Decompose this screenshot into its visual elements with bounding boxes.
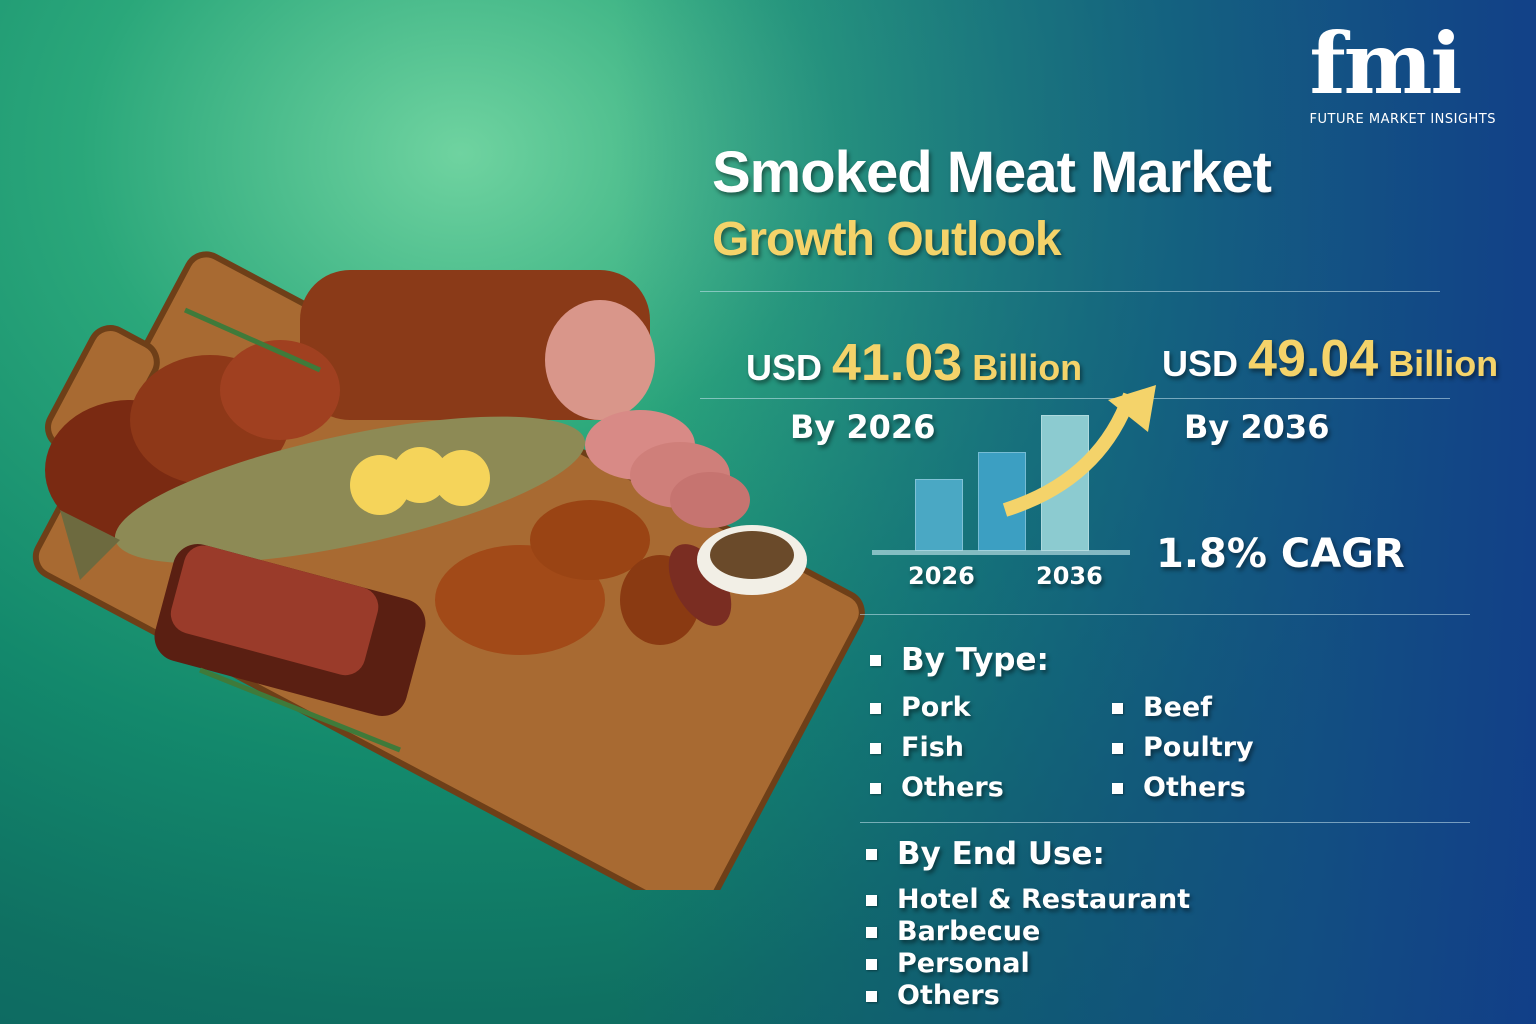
list-item: Poultry bbox=[1112, 728, 1254, 768]
logo-tagline: FUTURE MARKET INSIGHTS bbox=[1309, 112, 1496, 127]
list-item: Others bbox=[1112, 768, 1254, 808]
divider bbox=[700, 291, 1440, 292]
chart-x-label: 2026 bbox=[908, 562, 975, 590]
mini-chart-bar bbox=[915, 479, 963, 551]
by-type-col2: Beef Poultry Others bbox=[1112, 688, 1254, 808]
cagr-value: 1.8% CAGR bbox=[1156, 531, 1405, 577]
list-item: Pork bbox=[870, 688, 1004, 728]
by-type-col1: Pork Fish Others bbox=[870, 688, 1004, 808]
chart-x-label: 2036 bbox=[1036, 562, 1103, 590]
smoked-fish bbox=[60, 416, 586, 580]
list-item: Others bbox=[866, 980, 1190, 1012]
divider bbox=[860, 614, 1470, 615]
by-end-use-heading: By End Use: bbox=[866, 834, 1105, 874]
list-item: Fish bbox=[870, 728, 1004, 768]
smoked-meat-board-illustration bbox=[32, 251, 865, 890]
list-item: Beef bbox=[1112, 688, 1254, 728]
page-title: Smoked Meat Market bbox=[712, 140, 1272, 205]
divider bbox=[860, 822, 1470, 823]
rosemary-sprigs bbox=[183, 307, 401, 753]
list-item: Hotel & Restaurant bbox=[866, 884, 1190, 916]
brisket-slices bbox=[154, 544, 426, 716]
end-year-label: By 2036 bbox=[1184, 408, 1330, 446]
by-end-use-list: Hotel & Restaurant Barbecue Personal Oth… bbox=[866, 884, 1190, 1012]
end-value: USD 49.04 Billion bbox=[1162, 330, 1499, 388]
logo-text: fmi bbox=[1309, 14, 1463, 113]
start-year-label: By 2026 bbox=[790, 408, 936, 446]
by-type-heading: By Type: bbox=[870, 640, 1049, 680]
list-item: Others bbox=[870, 768, 1004, 808]
list-item: Personal bbox=[866, 948, 1190, 980]
divider bbox=[700, 398, 1450, 399]
list-item: Barbecue bbox=[866, 916, 1190, 948]
page-subtitle: Growth Outlook bbox=[712, 213, 1062, 266]
sliced-pork-roast bbox=[45, 340, 340, 540]
fmi-logo: fmi FUTURE MARKET INSIGHTS bbox=[1310, 22, 1496, 128]
ham-slices bbox=[585, 410, 750, 528]
growth-arrow-icon bbox=[1002, 385, 1156, 517]
start-value: USD 41.03 Billion bbox=[746, 334, 1083, 392]
chart-baseline bbox=[872, 550, 1130, 555]
